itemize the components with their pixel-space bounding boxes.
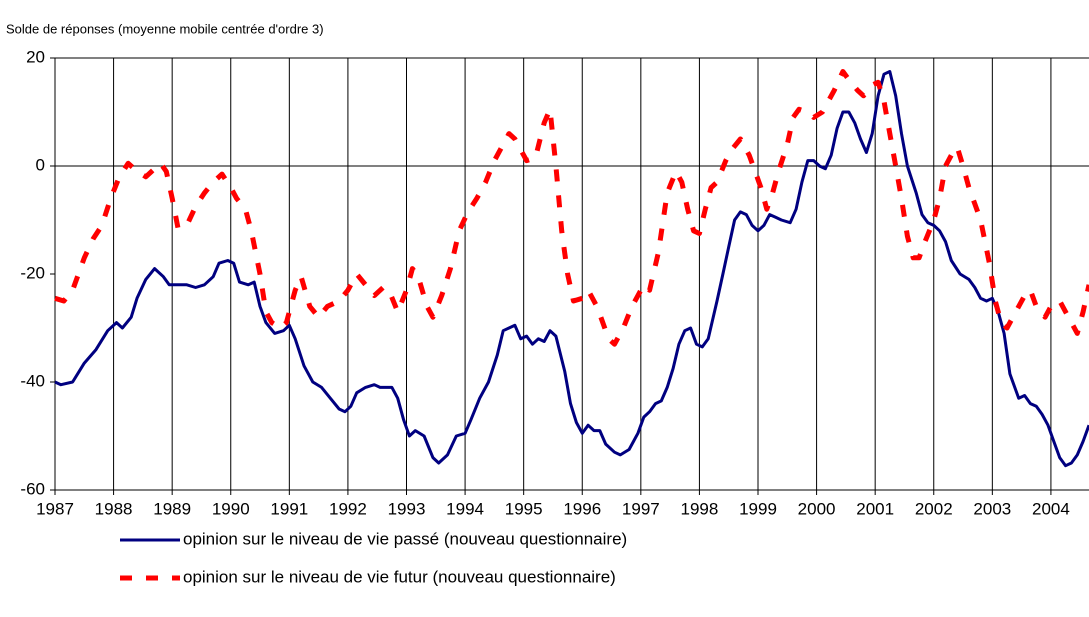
x-tick-label: 2000	[798, 499, 836, 518]
legend-label: opinion sur le niveau de vie passé (nouv…	[183, 529, 627, 548]
x-tick-label: 1990	[212, 499, 250, 518]
x-tick-label: 1992	[329, 499, 367, 518]
x-tick-label: 1991	[270, 499, 308, 518]
legend-label: opinion sur le niveau de vie futur (nouv…	[183, 567, 616, 586]
x-tick-label: 1998	[681, 499, 719, 518]
x-tick-label: 1987	[36, 499, 74, 518]
x-tick-label: 1989	[153, 499, 191, 518]
series-line	[54, 70, 1089, 468]
x-tick-label: 1996	[563, 499, 601, 518]
y-tick-label: 0	[36, 155, 45, 174]
y-tick-label: -40	[20, 371, 45, 390]
x-tick-label: 2001	[856, 499, 894, 518]
x-tick-label: 1988	[95, 499, 133, 518]
x-tick-label: 1997	[622, 499, 660, 518]
series-line	[54, 69, 1089, 347]
x-tick-label: 1993	[388, 499, 426, 518]
y-tick-label: 20	[26, 47, 45, 66]
x-tick-label: 1994	[446, 499, 484, 518]
x-tick-label: 2003	[973, 499, 1011, 518]
y-tick-label: -60	[20, 479, 45, 498]
y-tick-label: -20	[20, 263, 45, 282]
chart-title: Solde de réponses (moyenne mobile centré…	[6, 21, 324, 36]
x-tick-label: 1995	[505, 499, 543, 518]
x-tick-label: 2004	[1032, 499, 1070, 518]
x-tick-label: 2002	[915, 499, 953, 518]
x-tick-label: 1999	[739, 499, 777, 518]
